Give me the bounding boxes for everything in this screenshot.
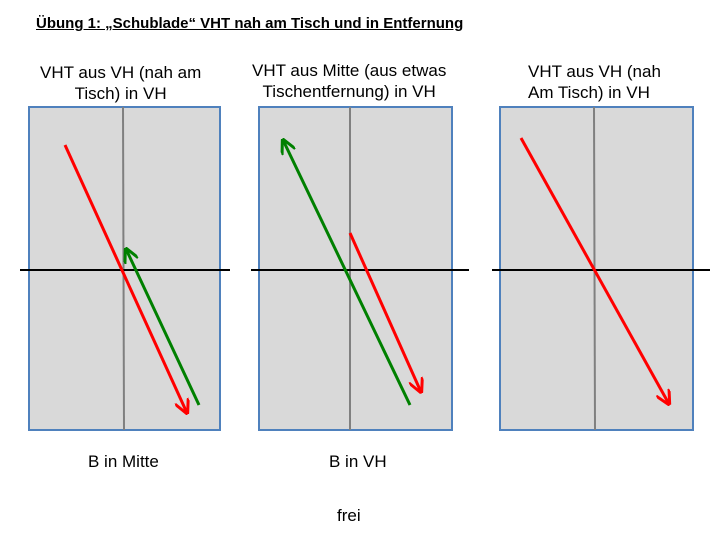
panel-2-table: [251, 106, 469, 431]
panel-1-heading: VHT aus VH (nah am Tisch) in VH: [40, 62, 201, 104]
panel-2-green-arrow: [283, 140, 412, 406]
panel-1-table: [20, 106, 230, 431]
panel-2-red-arrow: [348, 232, 421, 392]
panel-2-heading-line-2: Tischentfernung) in VH: [262, 82, 436, 101]
panel-1-center-line: [122, 106, 125, 431]
panel-3-table: [492, 106, 710, 431]
panel-1-caption: B in Mitte: [88, 452, 159, 471]
panel-2-table-surface: [258, 106, 453, 431]
panel-1-heading-line-2: Tisch) in VH: [74, 84, 167, 103]
footer-text: frei: [337, 506, 361, 525]
panel-2-heading: VHT aus Mitte (aus etwas Tischentfernung…: [252, 60, 446, 102]
panel-1-red-arrow: [63, 144, 187, 413]
panel-1-green-arrow: [126, 249, 201, 406]
panel-3-heading-line-2: Am Tisch) in VH: [528, 83, 650, 102]
exercise-title: Übung 1: „Schublade“ VHT nah am Tisch un…: [36, 15, 464, 32]
panel-2-caption: B in VH: [329, 452, 387, 471]
panel-3-heading-line-1: VHT aus VH (nah: [528, 62, 661, 81]
panel-3-heading: VHT aus VH (nah Am Tisch) in VH: [528, 61, 661, 103]
panel-3-table-surface: [499, 106, 694, 431]
panel-2-heading-line-1: VHT aus Mitte (aus etwas: [252, 61, 447, 80]
panel-3-red-arrow: [519, 137, 669, 404]
panel-1-heading-line-1: VHT aus VH (nah am: [40, 63, 202, 82]
